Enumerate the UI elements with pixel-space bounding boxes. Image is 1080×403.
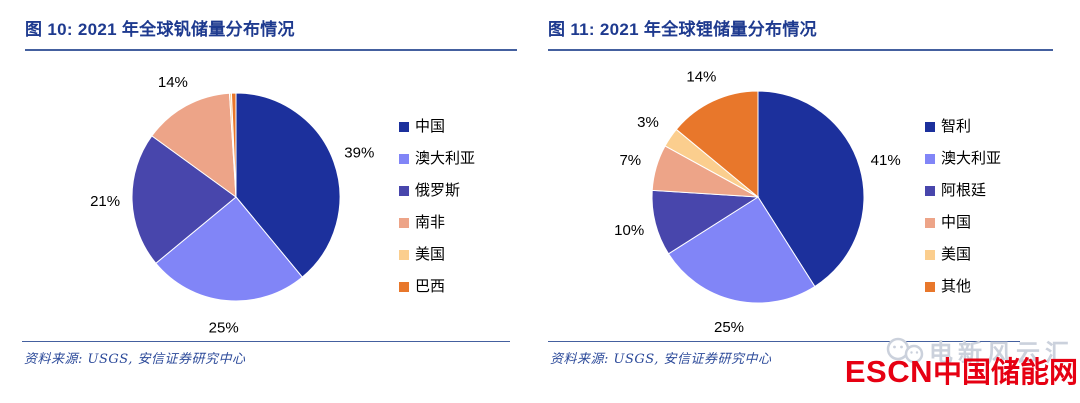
escn-logo-zh: 中国储能网 xyxy=(932,357,1078,389)
percent-label: 14% xyxy=(158,74,188,91)
escn-logo-en: ESCN xyxy=(844,354,933,389)
percent-label: 25% xyxy=(209,319,239,336)
legend-swatch-icon xyxy=(399,217,409,228)
chat-faces-icon xyxy=(886,337,924,363)
panel-title-lithium: 图 11: 2021 年全球锂储量分布情况 xyxy=(548,15,1053,51)
legend-swatch-icon xyxy=(925,281,935,292)
legend-label: 南非 xyxy=(415,214,446,231)
pie-slice-5 xyxy=(230,92,237,198)
legend-label: 巴西 xyxy=(415,278,446,295)
legend-item: 巴西 xyxy=(399,277,475,296)
pie-slice-0 xyxy=(235,92,341,278)
legend-swatch-icon xyxy=(925,121,935,132)
pie-slice-2 xyxy=(131,135,237,264)
panel-title-vanadium: 图 10: 2021 年全球钒储量分布情况 xyxy=(25,15,517,51)
legend-swatch-icon xyxy=(925,185,935,196)
legend-item: 阿根廷 xyxy=(925,181,1001,200)
legend-swatch-icon xyxy=(399,185,409,196)
legend-item: 中国 xyxy=(925,213,1001,232)
escn-logo: ESCN中国储能网 xyxy=(845,356,1078,388)
legend-swatch-icon xyxy=(399,249,409,260)
pie-slice-1 xyxy=(667,196,816,304)
legend-item: 其他 xyxy=(925,277,1001,296)
legend-label: 澳大利亚 xyxy=(941,150,1002,167)
legend-item: 南非 xyxy=(399,213,475,232)
source-note: 资料来源: USGS, 安信证券研究中心 xyxy=(550,352,772,367)
legend-label: 其他 xyxy=(941,278,972,295)
legend-label: 澳大利亚 xyxy=(415,150,476,167)
percent-label: 14% xyxy=(686,69,716,86)
percent-label: 41% xyxy=(871,152,901,169)
pie-chart-lithium: 41% 25% 10% 7% 3% 14% xyxy=(614,69,901,336)
footer-rule xyxy=(548,341,1020,342)
legend-item: 俄罗斯 xyxy=(399,181,475,200)
pie-slice-1 xyxy=(155,196,303,302)
legend-label: 阿根廷 xyxy=(941,182,987,199)
pie-chart-vanadium: 39% 25% 21% 14% xyxy=(90,74,374,336)
legend-label: 俄罗斯 xyxy=(415,182,461,199)
pie-slice-3 xyxy=(151,92,237,199)
legend-item: 美国 xyxy=(925,245,1001,264)
legend-swatch-icon xyxy=(399,121,409,132)
legend-vanadium: 中国澳大利亚俄罗斯南非美国巴西 xyxy=(399,117,475,309)
legend-swatch-icon xyxy=(925,153,935,164)
legend-label: 美国 xyxy=(415,246,446,263)
percent-label: 25% xyxy=(714,319,744,336)
legend-item: 中国 xyxy=(399,117,475,136)
legend-swatch-icon xyxy=(399,153,409,164)
legend-swatch-icon xyxy=(925,217,935,228)
percent-label: 10% xyxy=(614,222,644,239)
source-note: 资料来源: USGS, 安信证券研究中心 xyxy=(24,352,246,367)
legend-lithium: 智利澳大利亚阿根廷中国美国其他 xyxy=(925,117,1001,309)
percent-label: 39% xyxy=(344,145,374,162)
legend-item: 美国 xyxy=(399,245,475,264)
legend-label: 中国 xyxy=(941,214,972,231)
pie-slice-5 xyxy=(675,90,759,199)
percent-label: 3% xyxy=(637,114,659,131)
legend-swatch-icon xyxy=(399,281,409,292)
legend-item: 澳大利亚 xyxy=(399,149,475,168)
legend-swatch-icon xyxy=(925,249,935,260)
pie-slice-0 xyxy=(757,90,865,288)
legend-item: 智利 xyxy=(925,117,1001,136)
watermark-dianxin-fengyunhui: 电新风云汇 xyxy=(884,333,1074,368)
percent-label: 7% xyxy=(619,152,641,169)
footer-rule xyxy=(22,341,510,342)
percent-label: 21% xyxy=(90,193,120,210)
legend-label: 中国 xyxy=(415,118,446,135)
legend-label: 智利 xyxy=(941,118,972,135)
legend-label: 美国 xyxy=(941,246,972,263)
watermark-text: 电新风云汇 xyxy=(929,340,1074,367)
legend-item: 澳大利亚 xyxy=(925,149,1001,168)
